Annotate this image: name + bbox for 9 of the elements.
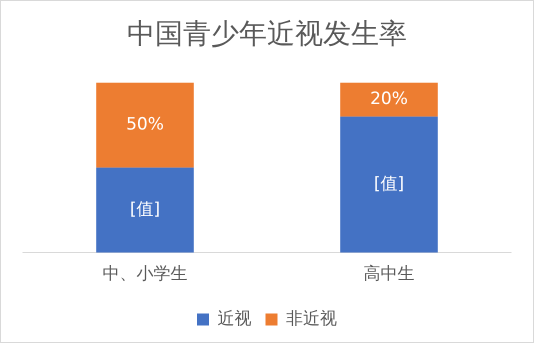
legend-label: 非近视 (286, 308, 337, 329)
legend-label: 近视 (218, 308, 252, 329)
x-tick-label: 中、小学生 (102, 264, 188, 284)
data-label: 20% (370, 89, 408, 110)
chart-title: 中国青少年近视发生率 (127, 17, 407, 50)
data-label: [值] (130, 200, 160, 220)
x-tick-label: 高中生 (364, 264, 414, 284)
data-label: 50% (126, 114, 164, 135)
data-label: [值] (374, 174, 404, 194)
